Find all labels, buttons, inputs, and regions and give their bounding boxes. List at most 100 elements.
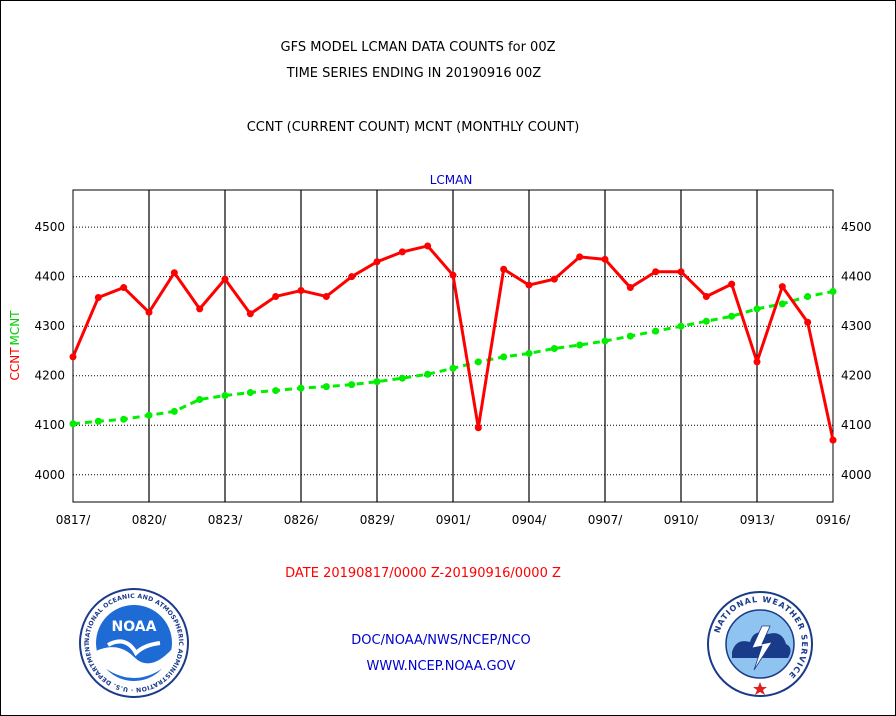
data-point-ccnt (272, 292, 280, 300)
data-point-mcnt (626, 332, 634, 340)
y-tick-label-left: 4400 (34, 270, 65, 284)
data-point-mcnt (272, 387, 280, 395)
x-axis-labels: 0817/0820/0823/0826/0829/0901/0904/0907/… (56, 513, 852, 527)
data-point-ccnt (677, 268, 685, 276)
data-point-mcnt (576, 341, 584, 349)
data-point-mcnt (322, 383, 330, 391)
data-point-ccnt (424, 242, 432, 250)
data-point-mcnt (145, 411, 153, 419)
y-tick-label-right: 4300 (841, 319, 872, 333)
chart-header-line3: CCNT (CURRENT COUNT) MCNT (MONTHLY COUNT… (246, 120, 580, 135)
data-point-mcnt (69, 420, 77, 428)
x-tick-label: 0826/ (284, 513, 320, 527)
data-point-ccnt (145, 308, 153, 316)
y-axis-left-labels: 4000 4100 4200 4300 4400 4500 (34, 220, 65, 482)
data-point-mcnt (804, 292, 812, 300)
data-point-ccnt (500, 265, 508, 273)
y-tick-label-left: 4500 (34, 220, 65, 234)
y-tick-label-left: 4300 (34, 319, 65, 333)
data-point-mcnt (373, 378, 381, 386)
data-point-mcnt (94, 417, 102, 425)
data-point-mcnt (829, 288, 837, 296)
org-label: DOC/NOAA/NWS/NCEP/NCO (351, 633, 531, 648)
x-tick-label: 0820/ (132, 513, 168, 527)
x-tick-label: 0901/ (436, 513, 472, 527)
y-tick-label-right: 4400 (841, 270, 872, 284)
data-point-mcnt (348, 381, 356, 389)
data-point-mcnt (424, 370, 432, 378)
data-point-mcnt (221, 392, 229, 400)
chart-header-line2: TIME SERIES ENDING IN 20190916 00Z (286, 66, 542, 81)
x-tick-label: 0913/ (740, 513, 776, 527)
data-point-ccnt (525, 281, 533, 289)
x-tick-label: 0916/ (816, 513, 852, 527)
data-point-mcnt (702, 317, 710, 325)
data-point-mcnt (246, 389, 254, 397)
series-layer (69, 242, 837, 444)
data-point-ccnt (550, 275, 558, 283)
data-point-ccnt (398, 248, 406, 256)
data-point-ccnt (246, 310, 254, 318)
y-tick-label-right: 4100 (841, 418, 872, 432)
grid-layer (73, 190, 833, 502)
chart-header-line1: GFS MODEL LCMAN DATA COUNTS for 00Z (280, 40, 556, 55)
y-tick-label-left: 4000 (34, 468, 65, 482)
data-point-ccnt (69, 353, 77, 361)
data-point-mcnt (601, 337, 609, 345)
data-point-ccnt (221, 275, 229, 283)
y-tick-label-left: 4200 (34, 369, 65, 383)
data-point-ccnt (373, 258, 381, 266)
data-point-ccnt (804, 318, 812, 326)
x-tick-label: 0817/ (56, 513, 92, 527)
data-point-mcnt (677, 322, 685, 330)
data-point-mcnt (525, 349, 533, 357)
date-range-label: DATE 20190817/0000 Z-20190916/0000 Z (285, 566, 561, 581)
data-point-mcnt (398, 374, 406, 382)
data-point-ccnt (196, 305, 204, 313)
y-tick-label-left: 4100 (34, 418, 65, 432)
data-point-ccnt (297, 287, 305, 295)
plot-frame (72, 189, 834, 503)
x-tick-label: 0823/ (208, 513, 244, 527)
y-axis-title-ccnt: CCNT (8, 347, 22, 381)
data-point-ccnt (120, 284, 128, 292)
data-point-ccnt (626, 284, 634, 292)
data-point-ccnt (728, 280, 736, 288)
nws-logo: NATIONAL WEATHER SERVICE (707, 591, 813, 697)
data-point-ccnt (94, 293, 102, 301)
y-axis-title-mcnt: MCNT (8, 310, 22, 346)
data-point-mcnt (500, 353, 508, 361)
ncep-url-link[interactable]: WWW.NCEP.NOAA.GOV (366, 659, 516, 674)
data-point-mcnt (196, 395, 204, 403)
data-point-ccnt (778, 283, 786, 291)
x-tick-label: 0829/ (360, 513, 396, 527)
y-tick-label-right: 4500 (841, 220, 872, 234)
x-tick-label: 0904/ (512, 513, 548, 527)
data-point-ccnt (348, 273, 356, 281)
y-axis-title: CCNT MCNT (8, 310, 22, 381)
data-point-mcnt (474, 358, 482, 366)
noaa-logo-text: NOAA (112, 619, 157, 635)
data-point-mcnt (550, 344, 558, 352)
y-tick-label-right: 4000 (841, 468, 872, 482)
data-point-ccnt (474, 424, 482, 432)
x-tick-label: 0910/ (664, 513, 700, 527)
y-tick-label-right: 4200 (841, 369, 872, 383)
data-point-ccnt (601, 255, 609, 263)
data-point-mcnt (297, 384, 305, 392)
data-point-ccnt (449, 271, 457, 279)
data-point-ccnt (702, 292, 710, 300)
data-point-mcnt (170, 407, 178, 415)
data-point-ccnt (576, 253, 584, 261)
y-axis-right-labels: 4000 4100 4200 4300 4400 4500 (841, 220, 872, 482)
data-point-mcnt (728, 312, 736, 320)
data-point-mcnt (753, 305, 761, 313)
data-point-mcnt (120, 415, 128, 423)
data-point-mcnt (449, 364, 457, 372)
data-point-ccnt (652, 268, 660, 276)
data-point-ccnt (170, 269, 178, 277)
data-point-ccnt (322, 292, 330, 300)
data-point-mcnt (652, 327, 660, 335)
data-point-mcnt (778, 300, 786, 308)
